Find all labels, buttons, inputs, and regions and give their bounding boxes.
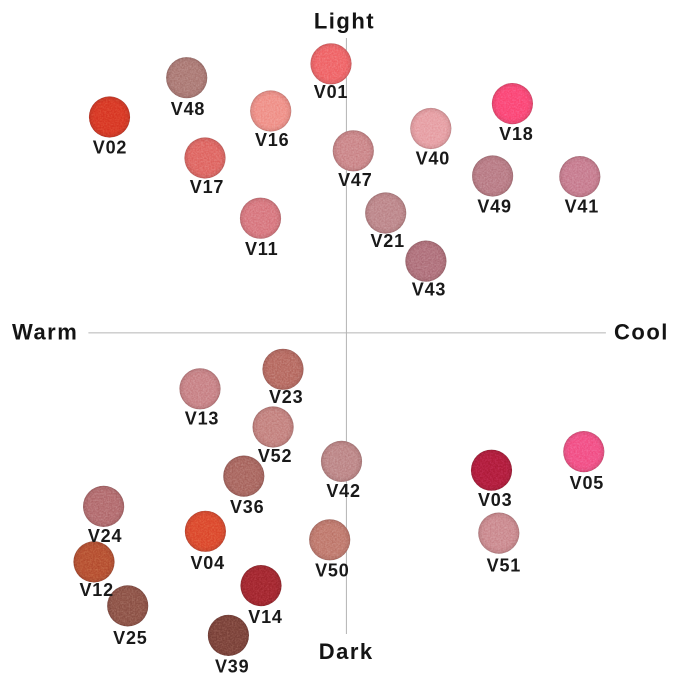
- svg-text:V01: V01: [314, 82, 348, 102]
- svg-text:V52: V52: [258, 446, 292, 466]
- svg-text:Warm: Warm: [12, 320, 78, 345]
- svg-text:V16: V16: [255, 130, 289, 150]
- svg-text:V13: V13: [185, 409, 219, 429]
- svg-text:V12: V12: [79, 580, 113, 600]
- svg-text:V02: V02: [93, 138, 127, 158]
- svg-text:V47: V47: [338, 170, 372, 190]
- svg-text:V18: V18: [499, 124, 533, 144]
- svg-text:V11: V11: [245, 239, 278, 259]
- svg-text:V39: V39: [215, 657, 249, 677]
- svg-text:V50: V50: [315, 561, 349, 581]
- svg-text:V23: V23: [269, 387, 303, 407]
- svg-text:V41: V41: [565, 197, 599, 217]
- svg-text:Dark: Dark: [319, 639, 374, 664]
- svg-text:V05: V05: [570, 473, 604, 493]
- svg-text:V48: V48: [171, 99, 205, 119]
- svg-text:V42: V42: [326, 481, 360, 501]
- svg-text:V40: V40: [416, 149, 450, 169]
- svg-text:Cool: Cool: [614, 320, 669, 345]
- svg-text:V43: V43: [412, 280, 446, 300]
- svg-text:Light: Light: [314, 9, 375, 34]
- svg-text:V24: V24: [88, 526, 122, 546]
- svg-text:V04: V04: [190, 553, 224, 573]
- svg-text:V17: V17: [190, 177, 224, 197]
- svg-text:V51: V51: [487, 556, 521, 576]
- svg-text:V25: V25: [113, 628, 147, 648]
- svg-text:V36: V36: [230, 497, 264, 517]
- svg-text:V14: V14: [248, 607, 282, 627]
- svg-text:V49: V49: [477, 197, 511, 217]
- svg-text:V03: V03: [478, 490, 512, 510]
- svg-text:V21: V21: [370, 231, 404, 251]
